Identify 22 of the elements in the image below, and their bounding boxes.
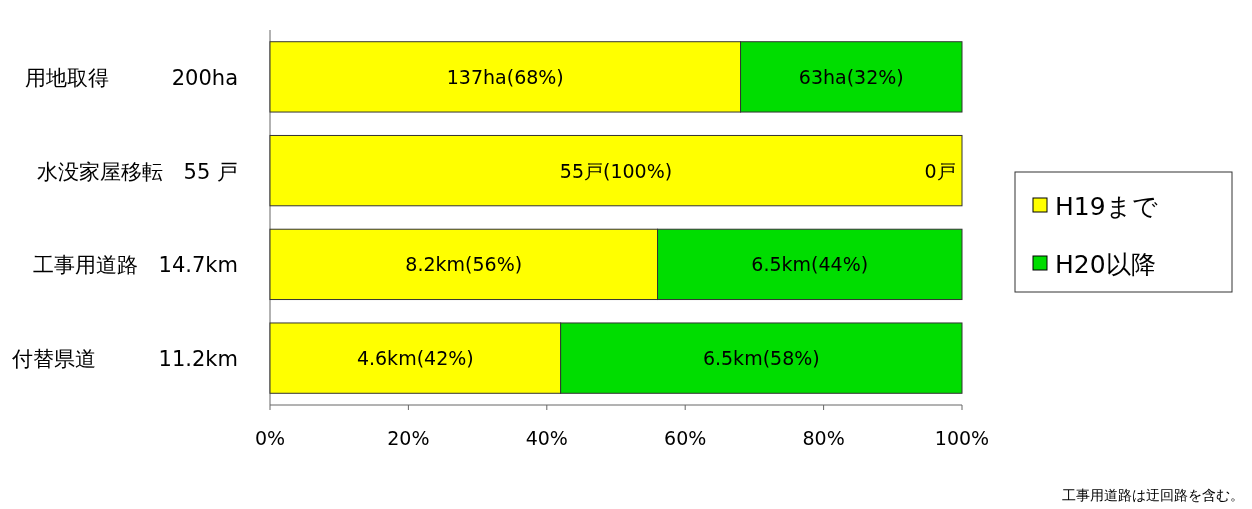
y-tick-label: 水没家屋移転 55 戸 [36, 159, 238, 184]
bar [269, 134, 963, 207]
x-tick-label: 80% [802, 427, 845, 449]
legend: H19まで H20以降 [1014, 171, 1233, 293]
data-label: 8.2km(56%) [405, 253, 523, 276]
x-tick-label: 20% [387, 427, 430, 449]
data-label: 6.5km(44%) [751, 253, 869, 276]
y-tick-label: 用地取得 200ha [24, 65, 238, 90]
text: 工事用道路は迂回路を含む。 [1062, 487, 1244, 503]
data-label: 0戸 [924, 159, 956, 182]
y-tick-label: 工事用道路 14.7km [32, 253, 238, 278]
x-tick-label: 0% [254, 427, 286, 449]
legend-label: H20以降 [1055, 250, 1156, 279]
data-label: 63ha(32%) [798, 65, 904, 88]
data-label: 137ha(68%) [446, 65, 564, 88]
y-tick-label: 付替県道 11.2km [10, 347, 238, 372]
data-label: 4.6km(42%) [356, 347, 474, 370]
data-label: 55戸(100%) [559, 159, 673, 182]
data-label: 6.5km(58%) [702, 347, 820, 370]
x-tick-label: 60% [664, 427, 707, 449]
x-tick-label: 100% [934, 427, 990, 449]
x-tick-label: 40% [525, 427, 568, 449]
